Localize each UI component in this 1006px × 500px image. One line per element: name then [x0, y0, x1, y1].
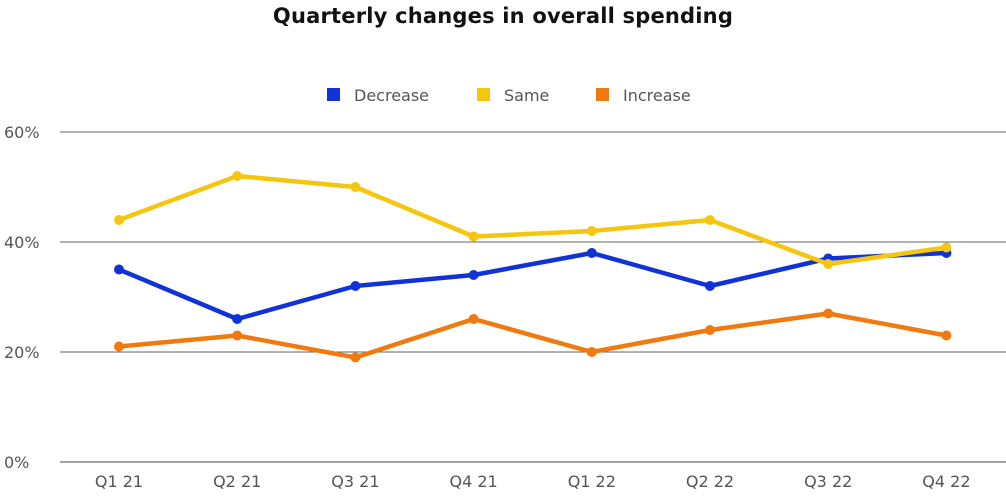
y-axis-labels: 0% 20% 40% 60% — [4, 123, 40, 472]
legend-swatch-same — [477, 88, 490, 101]
point-increase-q3-21 — [350, 352, 361, 363]
point-increase-q1-21 — [114, 341, 124, 352]
point-decrease-q4-21 — [468, 270, 479, 280]
point-increase-q1-22 — [586, 347, 597, 357]
point-same-q3-22 — [823, 259, 834, 269]
chart-title: Quarterly changes in overall spending — [272, 4, 734, 28]
point-decrease-q2-22 — [705, 281, 715, 291]
point-increase-q2-21 — [232, 330, 243, 341]
point-decrease-q3-21 — [350, 281, 361, 291]
point-same-q4-21 — [468, 231, 479, 242]
gridlines — [60, 131, 1006, 463]
legend-item-same: Same — [477, 86, 549, 105]
legend-item-increase: Increase — [596, 86, 691, 105]
x-tick-label-q1-21: Q1 21 — [95, 472, 143, 491]
x-tick-label-q4-21: Q4 21 — [449, 472, 497, 491]
point-same-q2-22 — [705, 215, 715, 225]
legend-swatch-decrease — [327, 88, 340, 101]
legend-label-increase: Increase — [623, 86, 691, 105]
series-decrease — [114, 248, 952, 324]
series-lines — [114, 171, 952, 363]
series-increase — [114, 308, 952, 363]
point-increase-q2-22 — [705, 325, 715, 335]
legend-item-decrease: Decrease — [327, 86, 429, 105]
point-same-q4-22 — [941, 242, 952, 253]
point-same-q1-21 — [114, 215, 124, 225]
point-increase-q4-21 — [468, 314, 479, 324]
legend-label-same: Same — [504, 86, 549, 105]
x-axis-labels: Q1 21 Q2 21 Q3 21 Q4 21 Q1 22 Q2 22 Q3 22 Q4 22 — [95, 472, 971, 491]
point-increase-q3-22 — [823, 308, 834, 319]
y-tick-label-40: 40% — [4, 233, 40, 252]
y-tick-label-20: 20% — [4, 343, 40, 362]
legend-label-decrease: Decrease — [354, 86, 429, 105]
legend: Decrease Same Increase — [327, 86, 691, 105]
series-same — [114, 171, 952, 269]
series-line-decrease — [116, 250, 949, 322]
point-same-q3-21 — [350, 182, 361, 192]
series-line-increase — [116, 311, 949, 360]
point-decrease-q1-22 — [586, 248, 597, 258]
y-tick-label-60: 60% — [4, 123, 40, 142]
x-tick-label-q1-22: Q1 22 — [568, 472, 616, 491]
point-decrease-q1-21 — [114, 264, 124, 275]
point-decrease-q2-21 — [232, 314, 243, 324]
x-tick-label-q3-21: Q3 21 — [331, 472, 379, 491]
x-tick-label-q2-21: Q2 21 — [213, 472, 261, 491]
x-tick-label-q3-22: Q3 22 — [804, 472, 852, 491]
legend-swatch-increase — [596, 88, 609, 101]
x-tick-label-q4-22: Q4 22 — [922, 472, 970, 491]
point-same-q1-22 — [586, 226, 597, 236]
x-tick-label-q2-22: Q2 22 — [686, 472, 734, 491]
point-same-q2-21 — [232, 171, 243, 181]
point-increase-q4-22 — [941, 330, 952, 341]
y-tick-label-0: 0% — [4, 453, 29, 472]
series-line-same — [116, 173, 949, 267]
